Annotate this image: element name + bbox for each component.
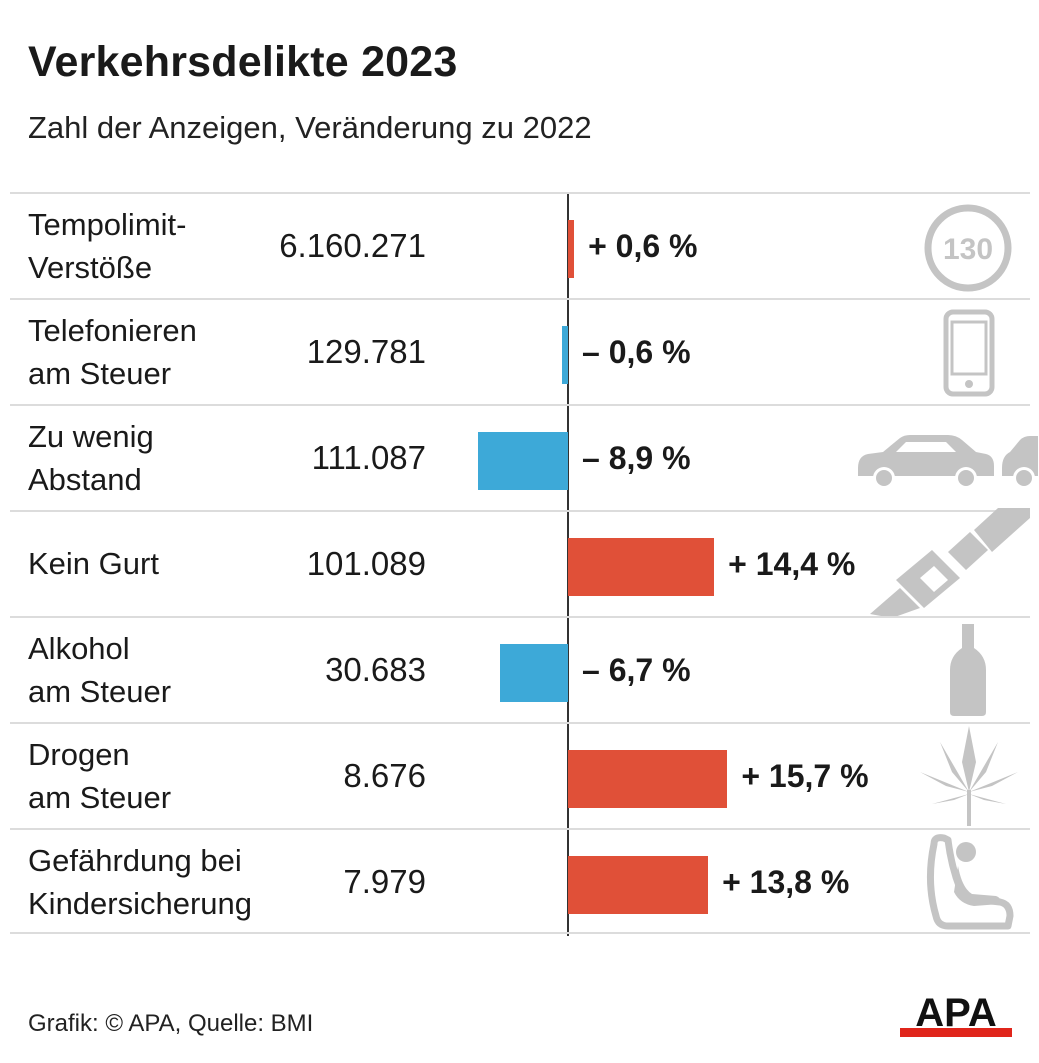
chart-subtitle: Zahl der Anzeigen, Veränderung zu 2022 [28,110,592,145]
table-row: Zu wenig Abstand 111.087 – 8,9 % [10,404,1038,510]
change-label: – 0,6 % [582,333,691,370]
category-label: Kein Gurt [28,546,159,582]
chart-table: Tempolimit- Verstöße 6.160.271 + 0,6 % 130 T… [10,192,1038,936]
increase-bar [568,220,575,278]
increase-bar [568,538,715,596]
category-label: Gefährdung bei Kindersicherung [28,842,253,921]
report-count: 101.089 [306,545,426,582]
report-count: 7.979 [343,863,426,900]
svg-text:APA: APA [915,991,996,1035]
chart-title: Verkehrsdelikte 2023 [28,38,458,86]
table-row: Tempolimit- Verstöße 6.160.271 + 0,6 % 130 [10,192,1030,298]
smartphone-icon [918,302,1018,407]
source-credit: Grafik: © APA, Quelle: BMI [28,1010,314,1037]
decrease-bar [499,644,568,702]
change-label: + 15,7 % [741,757,869,794]
decrease-bar [561,326,568,384]
cars-icon [848,406,1038,511]
change-label: + 14,4 % [728,545,856,582]
report-count: 8.676 [343,757,426,794]
seatbelt-icon [870,508,1030,623]
svg-text:130: 130 [943,233,993,266]
cannabis-leaf-icon [914,722,1024,837]
table-row: Telefonieren am Steuer 129.781 – 0,6 % [10,298,1030,404]
report-count: 30.683 [325,651,426,688]
report-count: 6.160.271 [279,227,426,264]
change-label: + 0,6 % [588,227,698,264]
change-label: – 8,9 % [582,439,691,476]
child-seat-icon [924,832,1014,937]
change-label: – 6,7 % [582,651,691,688]
increase-bar [568,750,728,808]
category-label: Drogen am Steuer [28,736,172,815]
change-label: + 13,8 % [722,863,850,900]
category-label: Alkohol am Steuer [28,630,172,709]
category-label: Zu wenig Abstand [28,418,154,497]
category-label: Telefonieren am Steuer [28,312,197,391]
table-row: Drogen am Steuer 8.676 + 15,7 % [10,722,1030,828]
table-row: Gefährdung bei Kindersicherung 7.979 + 13,… [10,828,1030,934]
table-row: Kein Gurt 101.089 + 14,4 % [10,508,1030,618]
decrease-bar [477,432,568,490]
table-row: Alkohol am Steuer 30.683 – 6,7 % [10,616,1030,722]
report-count: 129.781 [306,333,426,370]
increase-bar [568,856,709,914]
category-label: Tempolimit- Verstöße [28,206,187,285]
speed-limit-130-icon: 130 [918,198,1018,303]
apa-logo: APA [900,991,1012,1037]
bottle-icon [938,620,998,725]
report-count: 111.087 [311,439,426,476]
